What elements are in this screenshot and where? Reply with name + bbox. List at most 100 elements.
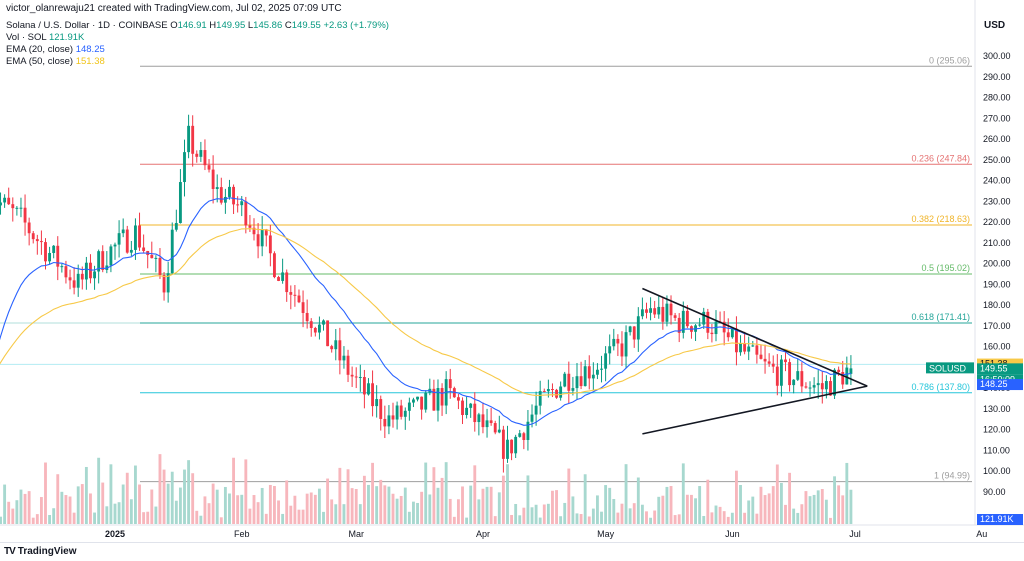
volume-bar — [722, 511, 726, 524]
volume-bar — [559, 516, 563, 524]
triangle-lower-line — [642, 385, 868, 435]
volume-bar — [755, 513, 759, 524]
candle-body — [735, 328, 738, 353]
volume-bar — [174, 500, 178, 524]
candle-body — [440, 388, 444, 406]
candle-body — [665, 303, 669, 322]
volume-bar — [751, 496, 755, 524]
y-tick-label: 110.00 — [983, 445, 1010, 455]
candle-body — [448, 379, 452, 389]
candle-body — [138, 225, 141, 248]
candle-body — [129, 249, 133, 253]
ema20-price-tag-bg — [977, 379, 1023, 391]
candle-body — [154, 257, 158, 259]
symbol-name[interactable]: Solana / U.S. Dollar · 1D · COINBASE — [6, 20, 168, 31]
y-tick-label: 170.00 — [983, 321, 1011, 331]
legend-volume-row[interactable]: Vol · SOL 121.91K — [6, 32, 389, 44]
candle-body — [702, 311, 706, 325]
volume-bar — [334, 504, 338, 524]
volume-bar — [440, 477, 444, 524]
candle-body — [759, 354, 763, 359]
volume-bar — [383, 485, 387, 524]
candle-body — [350, 374, 354, 377]
candle-body — [542, 391, 546, 393]
candle-body — [330, 346, 334, 350]
fib-label: 0.236 (247.84) — [911, 153, 970, 163]
volume-bar — [64, 495, 68, 524]
candle-body — [677, 317, 681, 333]
volume-bar — [256, 502, 260, 524]
price-chart[interactable]: 0 (295.06) 0.236 (247.84) 0.382 (218.63) 0.… — [0, 0, 1024, 542]
candle-body — [379, 399, 383, 419]
volume-bar — [207, 503, 211, 524]
candle-body — [399, 405, 403, 417]
volume-bar — [134, 465, 137, 524]
currency-label[interactable]: USD — [984, 20, 1006, 31]
candle-body — [342, 355, 346, 361]
candle-body — [424, 392, 428, 410]
candle-body — [195, 153, 199, 157]
volume-bar — [690, 494, 693, 524]
x-tick-label: May — [597, 529, 615, 539]
candle-body — [358, 377, 362, 379]
candle-body — [461, 400, 464, 416]
candle-body — [203, 150, 207, 166]
candle-body — [636, 316, 640, 340]
tradingview-logo[interactable]: TV TradingView — [4, 546, 77, 557]
candle-body — [726, 332, 730, 338]
candle-body — [0, 202, 2, 206]
y-tick-label: 180.00 — [983, 300, 1011, 310]
candle-body — [587, 366, 591, 379]
y-tick-label: 270.00 — [983, 113, 1011, 123]
candle-body — [837, 369, 841, 373]
volume-bar — [779, 482, 783, 524]
volume-bar — [146, 511, 150, 524]
candle-body — [391, 415, 395, 420]
candle-body — [72, 280, 76, 288]
fib-label: 0.786 (137.80) — [911, 382, 970, 392]
volume-bar — [730, 512, 734, 524]
volume-bars — [0, 454, 853, 524]
candle-body — [534, 405, 538, 415]
volume-bar — [555, 490, 558, 524]
volume-bar — [322, 511, 325, 524]
candle-body — [514, 436, 518, 454]
volume-bar — [362, 475, 366, 524]
candle-body — [526, 421, 530, 440]
candle-body — [669, 303, 673, 316]
y-tick-label: 250.00 — [983, 155, 1011, 165]
legend-ohlc-row[interactable]: Solana / U.S. Dollar · 1D · COINBASE O14… — [6, 20, 389, 32]
candle-body — [150, 255, 154, 259]
candle-body — [354, 376, 358, 378]
candle-body — [297, 295, 301, 303]
candle-body — [375, 399, 379, 407]
volume-bar — [223, 486, 227, 524]
price-axis[interactable]: 90.00100.00110.00120.00130.00140.00150.0… — [983, 51, 1011, 497]
volume-bar — [620, 503, 624, 524]
change-value: +2.63 (+1.79%) — [323, 20, 389, 31]
volume-bar — [669, 486, 673, 524]
volume-bar — [526, 475, 530, 524]
legend-ema20-row[interactable]: EMA (20, close) 148.25 — [6, 44, 389, 56]
ema20-value: 148.25 — [75, 44, 105, 55]
volume-bar — [407, 511, 411, 524]
candle-body — [755, 345, 759, 355]
volume-bar — [260, 487, 264, 524]
candle-body — [506, 439, 509, 459]
volume-bar — [812, 494, 816, 524]
volume-bar — [338, 467, 342, 524]
volume-bar — [587, 516, 591, 524]
volume-bar — [52, 508, 56, 524]
volume-bar — [694, 498, 697, 524]
volume-bar — [281, 513, 285, 524]
legend-ema50-row[interactable]: EMA (50, close) 151.38 — [6, 56, 389, 68]
volume-bar — [154, 506, 158, 524]
time-axis[interactable]: 2025 Feb Mar Apr May Jun Jul Au — [105, 529, 987, 539]
volume-bar — [391, 493, 395, 524]
volume-bar — [649, 517, 653, 524]
volume-bar — [109, 464, 113, 524]
x-tick-label: Feb — [234, 529, 250, 539]
candle-body — [416, 396, 419, 400]
close-label: C — [284, 20, 292, 31]
y-tick-label: 160.00 — [983, 342, 1011, 352]
